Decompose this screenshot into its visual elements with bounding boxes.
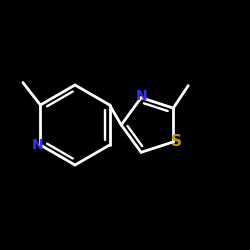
Text: S: S [171,134,182,150]
Text: N: N [32,138,44,152]
Text: N: N [135,90,147,104]
